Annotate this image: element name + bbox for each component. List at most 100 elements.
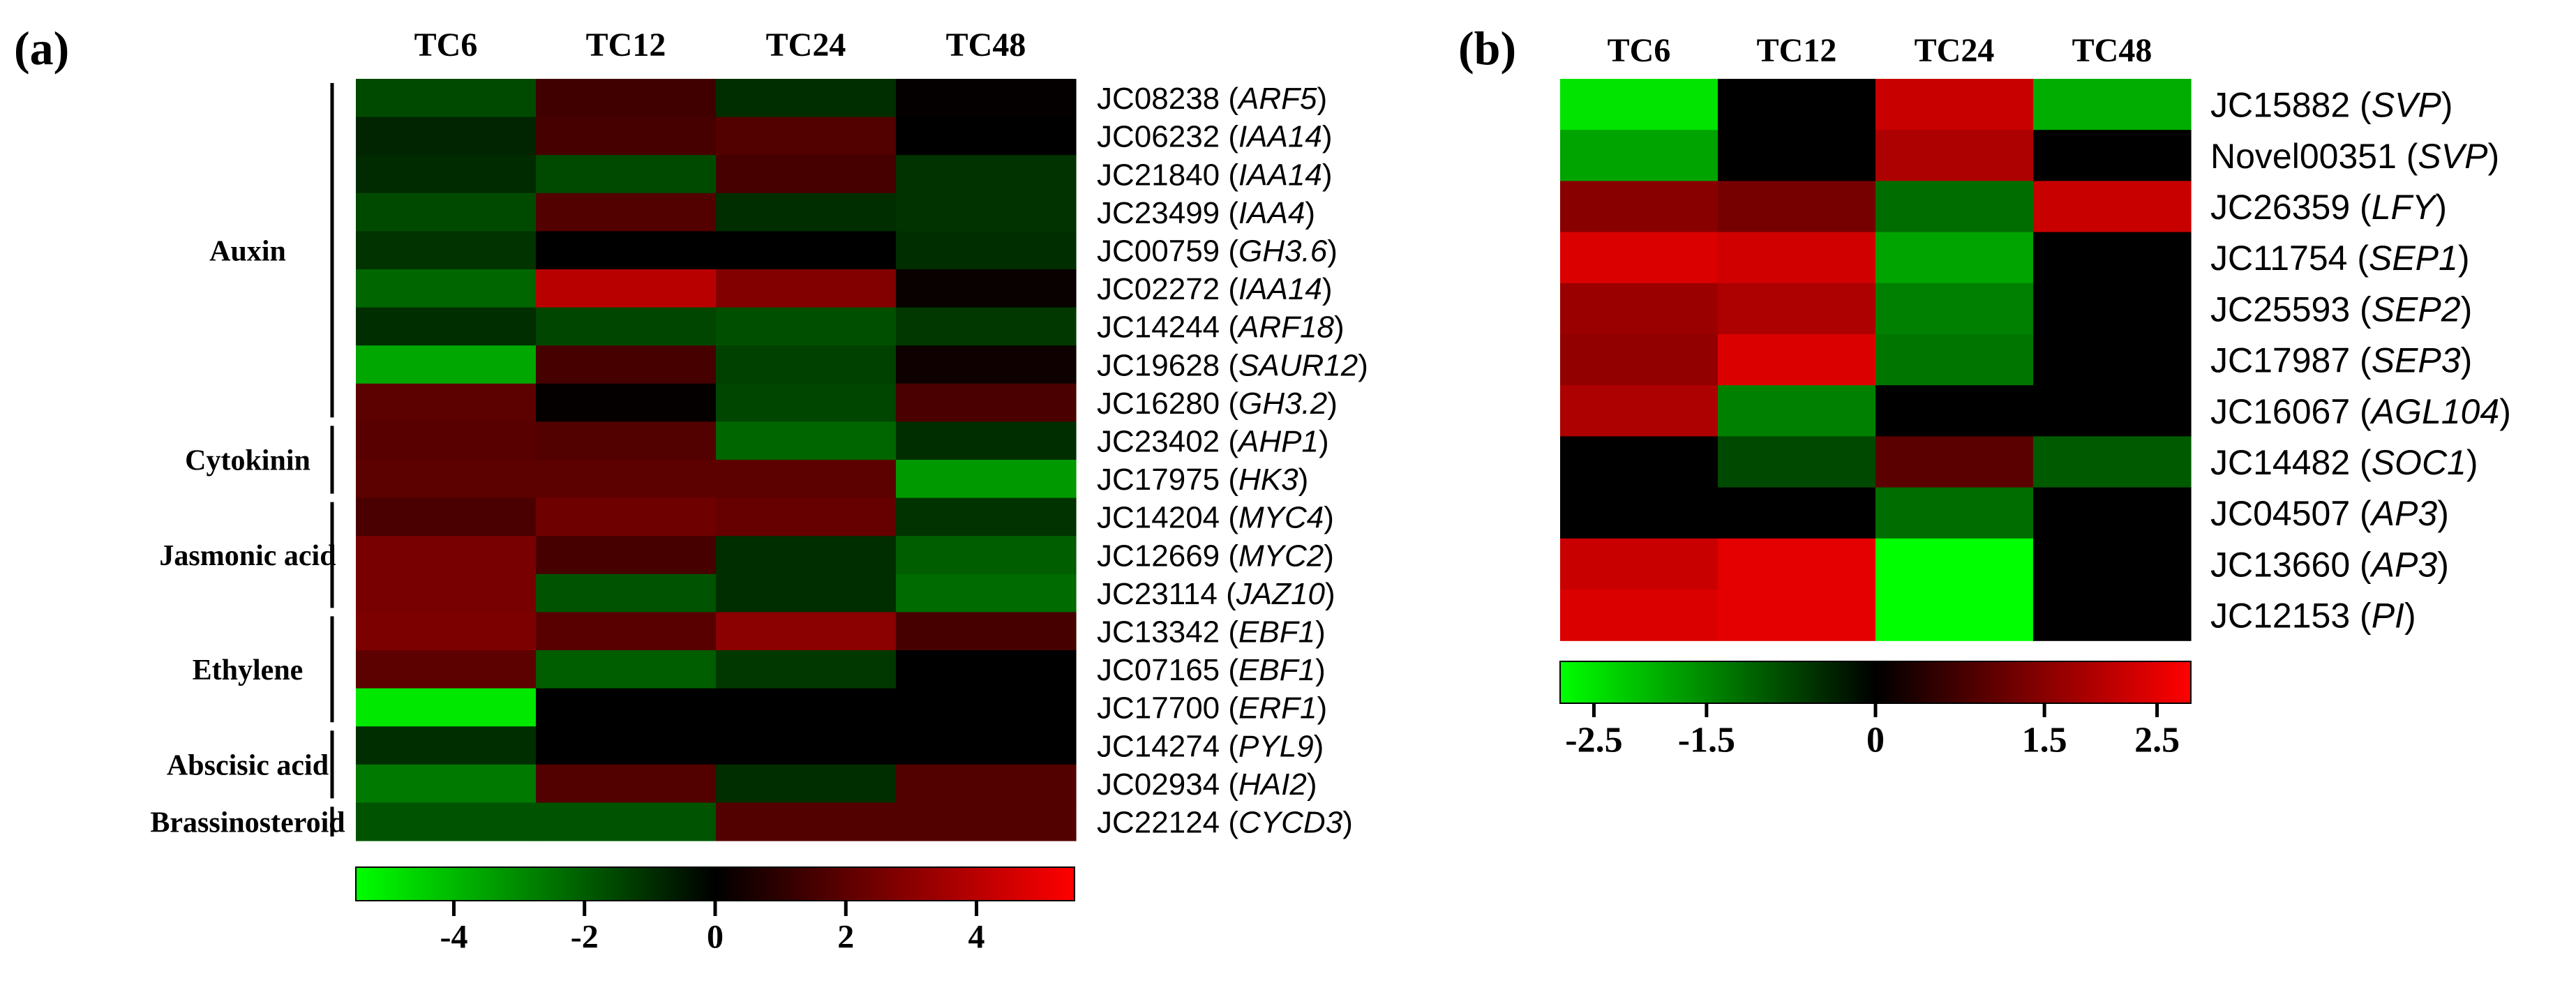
colorbar-tick-label: -1.5 xyxy=(1678,720,1735,760)
row-label-id: JC07165 xyxy=(1097,653,1220,687)
heatmap-cell xyxy=(1560,232,1718,284)
heatmap-cells-b xyxy=(1560,79,2192,641)
row-label-close-paren: ) xyxy=(1307,767,1317,802)
row-label-open-paren: ( xyxy=(1220,501,1238,535)
row-label-open-paren: ( xyxy=(1220,653,1238,687)
row-label-close-paren: ) xyxy=(1324,501,1334,535)
row-label-close-paren: ) xyxy=(1298,463,1309,497)
heatmap-cell xyxy=(356,573,537,613)
row-label-gene: IAA14 xyxy=(1238,272,1322,306)
row-label-id: JC11754 xyxy=(2210,239,2347,278)
heatmap-cell xyxy=(356,650,537,689)
row-label-open-paren: ( xyxy=(1220,234,1238,269)
colorbar-tick-label: 0 xyxy=(707,919,724,956)
row-label-gene: ARF5 xyxy=(1236,82,1317,116)
heatmap-cell xyxy=(716,573,897,613)
row-label-open-paren: ( xyxy=(1218,577,1236,611)
row-label-open-paren: ( xyxy=(1220,425,1238,459)
heatmap-cell xyxy=(536,79,717,118)
heatmap-cell xyxy=(356,79,537,118)
heatmap-cell xyxy=(1560,590,1718,641)
heatmap-cell xyxy=(1560,334,1718,386)
row-labels-b: JC15882 (SVP)Novel00351 (SVP)JC26359 (LF… xyxy=(2210,86,2511,636)
heatmap-cell xyxy=(1718,283,1876,335)
row-label-open-paren: ( xyxy=(2350,545,2372,584)
heatmap-cell xyxy=(356,536,537,575)
row-label-id: JC14204 xyxy=(1097,501,1220,535)
heatmap-cell xyxy=(896,460,1077,499)
row-label: JC14204 (MYC4) xyxy=(1097,501,1334,535)
row-label-id: JC16067 xyxy=(2210,392,2350,431)
heatmap-cell xyxy=(356,155,537,194)
row-label-close-paren: ) xyxy=(2437,494,2449,533)
heatmap-cell xyxy=(536,612,717,651)
heatmap-cell xyxy=(1718,79,1876,130)
row-label-close-paren: ) xyxy=(1315,653,1326,687)
column-header: TC6 xyxy=(1608,32,1671,69)
colorbar-tick-label: 2 xyxy=(837,919,854,956)
heatmap-cell xyxy=(2033,232,2192,284)
row-label-close-paren: ) xyxy=(2435,188,2447,227)
row-label-id: JC15882 xyxy=(2210,86,2350,125)
column-header: TC24 xyxy=(766,27,846,63)
row-label-gene: ERF1 xyxy=(1238,691,1317,726)
row-label-open-paren: ( xyxy=(2347,239,2369,278)
heatmap-cell xyxy=(536,421,717,460)
row-label: JC19628 (SAUR12) xyxy=(1097,348,1368,382)
row-label-open-paren: ( xyxy=(1220,158,1238,192)
heatmap-cell xyxy=(1560,283,1718,335)
heatmap-cell xyxy=(1718,436,1876,488)
colorbar-b: -2.5 -1.5 0 1.5 2.5 xyxy=(1559,661,2192,760)
heatmap-cell xyxy=(716,650,897,689)
row-label: JC02934 (HAI2) xyxy=(1097,767,1317,802)
heatmap-cell xyxy=(896,383,1077,422)
row-label: JC21840 (IAA14) xyxy=(1097,158,1333,192)
heatmap-cell xyxy=(896,155,1077,194)
row-label-close-paren: ) xyxy=(2458,239,2470,278)
colorbar-a: -4 -2 0 2 4 xyxy=(355,866,1075,956)
row-label-id: JC14482 xyxy=(2210,443,2350,482)
heatmap-cell xyxy=(356,421,537,460)
row-label-close-paren: ) xyxy=(2499,392,2511,431)
row-label-open-paren: ( xyxy=(1220,272,1238,306)
heatmap-cell xyxy=(536,117,717,156)
heatmap-cell xyxy=(896,650,1077,689)
row-label-id: JC04507 xyxy=(2210,494,2350,533)
heatmap-cell xyxy=(536,688,717,727)
row-label-open-paren: ( xyxy=(2350,341,2372,380)
heatmap-cell xyxy=(896,421,1077,460)
row-label-close-paren: ) xyxy=(1305,196,1315,230)
heatmap-cell xyxy=(536,497,717,536)
heatmap-cell xyxy=(1875,181,2034,233)
row-label-close-paren: ) xyxy=(1314,729,1324,763)
heatmap-cell xyxy=(536,345,717,384)
row-label-gene: GH3.6 xyxy=(1238,234,1328,269)
heatmap-cell xyxy=(1718,232,1876,284)
row-label-id: JC23114 xyxy=(1097,577,1218,611)
heatmap-cell xyxy=(1875,130,2034,181)
heatmap-cell xyxy=(1875,334,2034,386)
heatmap-panel-a: (a) TC6 TC12 TC24 TC48 JC08238 (ARF5)JC0623… xyxy=(14,22,1368,956)
row-label: JC07165 (EBF1) xyxy=(1097,653,1326,687)
group-label: Auxin xyxy=(209,235,286,267)
row-label: JC14274 (PYL9) xyxy=(1097,729,1324,763)
row-label: JC17987 (SEP3) xyxy=(2210,341,2472,380)
group-label: Brassinosteroid xyxy=(150,806,345,839)
heatmap-cell xyxy=(716,193,897,232)
row-label-gene: IAA14 xyxy=(1238,120,1322,154)
row-label-close-paren: ) xyxy=(1342,806,1353,840)
column-header: TC24 xyxy=(1915,32,1995,69)
column-headers-a: TC6 TC12 TC24 TC48 xyxy=(414,27,1026,63)
heatmap-cell xyxy=(536,650,717,689)
heatmap-cell xyxy=(2033,130,2192,181)
heatmap-cell xyxy=(1875,436,2034,488)
heatmap-cell xyxy=(1718,334,1876,386)
row-label-gene: AHP1 xyxy=(1236,425,1319,459)
heatmap-cell xyxy=(356,383,537,422)
row-label: JC14244 (ARF18) xyxy=(1097,310,1345,345)
row-label-id: JC13342 xyxy=(1097,615,1220,650)
heatmap-cell xyxy=(1718,385,1876,437)
heatmap-cell xyxy=(896,269,1077,308)
row-label-close-paren: ) xyxy=(1327,387,1338,421)
heatmap-cell xyxy=(716,764,897,803)
